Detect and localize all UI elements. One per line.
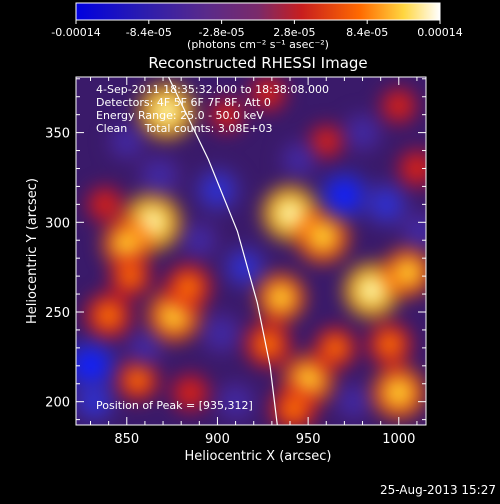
heatmap-source-core	[406, 157, 426, 180]
heatmap-source-core	[281, 396, 306, 422]
heatmap-source-core	[384, 378, 413, 407]
x-axis-tick-labels: 850 900 950 1000	[114, 432, 415, 447]
heatmap-source-core	[324, 336, 347, 360]
y-tick-label: 350	[45, 127, 70, 142]
heatmap-source-core	[373, 192, 399, 217]
heatmap-source-core	[134, 337, 155, 358]
x-axis-label: Heliocentric X (arcsec)	[185, 449, 332, 464]
colorbar-tick-label: 2.8e-05	[273, 26, 315, 39]
x-tick-label: 950	[296, 432, 321, 447]
heatmap-source-core	[152, 96, 182, 126]
x-axis-ticks	[90, 77, 418, 425]
heatmap-source-core	[395, 259, 421, 286]
heatmap-source-core	[119, 264, 142, 288]
heatmap-source-core	[189, 230, 210, 251]
heatmap-source-core	[351, 122, 374, 144]
heatmap-source-core	[96, 303, 121, 328]
info-line-counts: Clean Total counts: 3.08E+03	[96, 122, 273, 135]
y-axis-ticks	[76, 78, 426, 421]
heatmap-source-core	[308, 222, 337, 251]
heatmap-source-core	[289, 149, 310, 170]
heatmap-source-core	[224, 391, 247, 413]
heatmap-source-core	[316, 132, 336, 152]
x-tick-label: 1000	[382, 432, 415, 447]
render-timestamp: 25-Aug-2013 15:27	[380, 483, 496, 497]
colorbar-tick-label: -8.4e-05	[126, 26, 172, 39]
observation-info: 4-Sep-2011 18:35:32.000 to 18:38:08.000 …	[96, 83, 329, 135]
heatmap-source-core	[179, 382, 201, 404]
heatmap-source-core	[232, 255, 257, 279]
heatmap-source-core	[268, 284, 294, 311]
heatmap-source-core	[331, 182, 358, 209]
heatmap-source-core	[409, 220, 426, 242]
y-axis-label: Heliocentric Y (arcsec)	[25, 178, 40, 324]
heatmap-source-core	[148, 164, 171, 187]
x-tick-label: 850	[114, 432, 139, 447]
heatmap-source-core	[126, 369, 149, 392]
info-line-detectors: Detectors: 4F 5F 6F 7F 8F, Att 0	[96, 96, 271, 109]
heatmap-source-core	[176, 274, 201, 300]
info-line-energy: Energy Range: 25.0 - 50.0 keV	[96, 109, 264, 122]
plot-frame	[75, 76, 427, 426]
y-axis-tick-labels: 200 250 300 350	[45, 127, 70, 411]
heatmap-source-core	[357, 275, 387, 305]
y-tick-label: 300	[45, 216, 70, 231]
heatmap-source-core	[76, 351, 105, 381]
heatmap-source-core	[378, 332, 402, 356]
heatmap-source-core	[94, 194, 116, 215]
colorbar-tick-label: 0.00014	[417, 26, 463, 39]
x-tick-label: 900	[205, 432, 230, 447]
heatmap-source-core	[116, 131, 137, 152]
chart-title: Reconstructed RHESSI Image	[148, 54, 367, 72]
colorbar-tick-label: -0.00014	[51, 26, 100, 39]
heatmap-source-core	[275, 198, 305, 228]
info-line-time: 4-Sep-2011 18:35:32.000 to 18:38:08.000	[96, 83, 329, 96]
heatmap-source-core	[388, 95, 409, 116]
heatmap-source-core	[217, 105, 236, 125]
colorbar	[75, 2, 441, 21]
heatmap-source-core	[209, 322, 233, 345]
colorbar-ticks	[75, 20, 441, 24]
y-tick-label: 200	[45, 396, 70, 411]
peak-position-label: Position of Peak = [935,312]	[96, 399, 253, 412]
heatmap-source-core	[258, 83, 279, 104]
y-tick-label: 250	[45, 306, 70, 321]
heatmap-image	[76, 77, 426, 425]
heatmap-source-core	[113, 231, 140, 257]
colorbar-tick-label: -2.8e-05	[198, 26, 244, 39]
heatmap-source-core	[82, 389, 106, 414]
colorbar-tick-labels: -0.00014 -8.4e-05 -2.8e-05 2.8e-05 8.4e-05 0.…	[51, 26, 462, 39]
solar-limb-line	[167, 77, 278, 425]
heatmap-source-core	[343, 391, 364, 412]
colorbar-units-label: (photons cm⁻² s⁻¹ asec⁻²)	[187, 38, 329, 51]
colorbar-tick-label: 8.4e-05	[346, 26, 388, 39]
heatmap-source-core	[255, 332, 281, 357]
